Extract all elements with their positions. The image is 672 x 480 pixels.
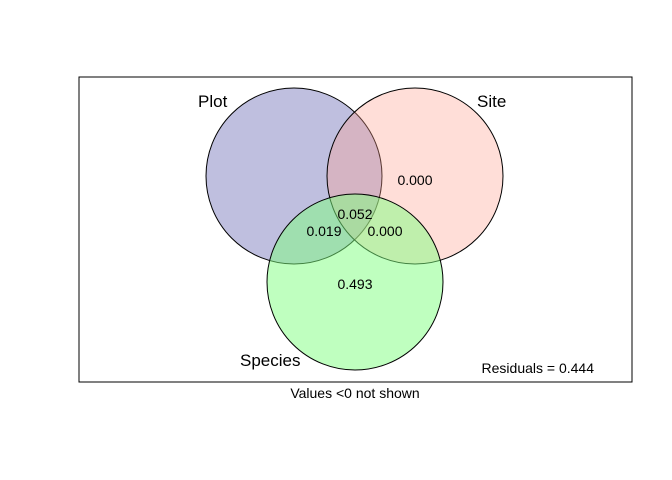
site-species-value: 0.000 — [367, 223, 402, 239]
plot-frame — [78, 76, 633, 383]
plot-label: Plot — [198, 92, 228, 111]
species-only-value: 0.493 — [337, 276, 372, 292]
site-only-value: 0.000 — [397, 172, 432, 188]
site-label: Site — [477, 92, 506, 111]
plot-species-value: 0.019 — [306, 223, 341, 239]
residuals-text: Residuals = 0.444 — [482, 360, 595, 376]
all-three-value: 0.052 — [337, 206, 372, 222]
footnote: Values <0 not shown — [290, 385, 419, 401]
species-circle — [266, 193, 444, 371]
species-label: Species — [240, 351, 300, 370]
